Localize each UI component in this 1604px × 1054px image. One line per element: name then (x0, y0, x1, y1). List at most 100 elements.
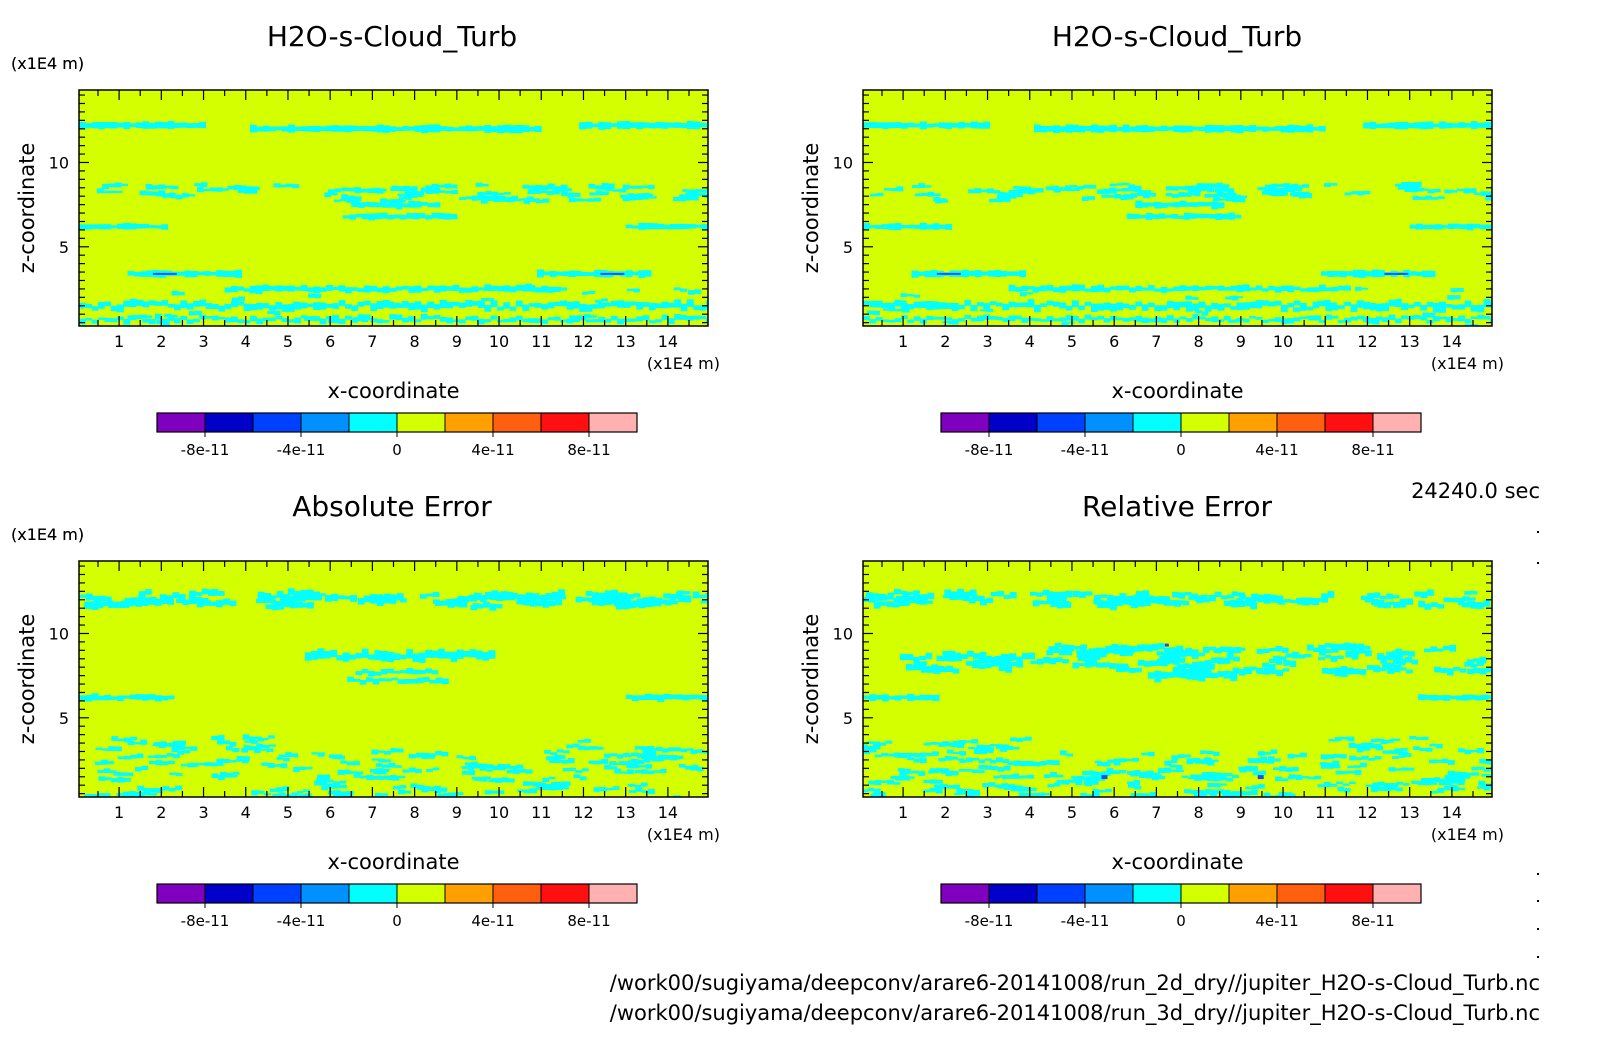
heatmap-field (863, 90, 1492, 326)
x-axis-label: x-coordinate (1111, 850, 1243, 874)
x-tick-label: 5 (1067, 803, 1077, 822)
x-tick-label: 11 (1315, 332, 1335, 351)
x-tick-label: 8 (1194, 803, 1204, 822)
x-tick-label: 5 (283, 332, 293, 351)
colorbar-segment (348, 412, 398, 433)
colorbar-tick-label: -4e-11 (1061, 912, 1110, 930)
y-tick-label: 10 (833, 624, 853, 643)
colorbar-segment (1276, 883, 1326, 904)
panel-title: Relative Error (1082, 490, 1273, 523)
colorbar-segment (940, 412, 990, 433)
colorbar-tick-label: 4e-11 (1255, 441, 1298, 459)
colorbar-tick-label: 8e-11 (567, 441, 610, 459)
colorbar-segment (940, 883, 990, 904)
x-tick-label: 4 (241, 803, 251, 822)
colorbar: -8e-11 -4e-11 0 4e-11 8e-11 (940, 883, 1422, 930)
x-tick-label: 14 (658, 332, 678, 351)
y-tick-label: 5 (59, 238, 69, 257)
x-axis-label: x-coordinate (327, 379, 459, 403)
y-tick-label: 5 (843, 709, 853, 728)
colorbar-segment (1084, 883, 1134, 904)
x-tick-label: 11 (531, 332, 551, 351)
x-tick-label: 6 (1109, 332, 1119, 351)
y-tick-label: 10 (833, 153, 853, 172)
colorbar-tick-label: -4e-11 (277, 912, 326, 930)
colorbar-tick-label: -8e-11 (965, 441, 1014, 459)
colorbar-segment (1372, 883, 1422, 904)
x-tick-label: 12 (573, 803, 593, 822)
x-tick-label: 12 (1357, 803, 1377, 822)
x-tick-label: 8 (410, 803, 420, 822)
time-label: 24240.0 sec (1411, 479, 1540, 503)
y-tick-label: 5 (843, 238, 853, 257)
x-tick-label: 6 (1109, 803, 1119, 822)
x-tick-label: 2 (940, 332, 950, 351)
heatmap-field (79, 561, 708, 797)
heatmap-field (79, 90, 708, 326)
y-tick-label: 10 (49, 624, 69, 643)
x-tick-label: 8 (410, 332, 420, 351)
colorbar-segment (1180, 883, 1230, 904)
x-tick-label: 10 (489, 803, 509, 822)
y-tick-label: 5 (59, 709, 69, 728)
colorbar-segment (988, 412, 1038, 433)
colorbar-tick-label: 8e-11 (1351, 441, 1394, 459)
panel-title: Absolute Error (292, 490, 492, 523)
colorbar-segment (1036, 412, 1086, 433)
panel-title: H2O-s-Cloud_Turb (1052, 20, 1302, 53)
colorbar-tick-label: -8e-11 (181, 912, 230, 930)
x-tick-label: 8 (1194, 332, 1204, 351)
x-tick-label: 1 (114, 332, 124, 351)
x-tick-label: 5 (1067, 332, 1077, 351)
x-tick-label: 14 (658, 803, 678, 822)
panel-2: H2O-s-Cloud_Turb(x1E4 m)1 2 3 4 5 6 7 8 9 10 11 12 1… (11, 20, 1504, 459)
colorbar-segment (1228, 883, 1278, 904)
colorbar-segment (396, 412, 446, 433)
panel-title: H2O-s-Cloud_Turb (267, 20, 517, 53)
x-tick-label: 13 (1400, 332, 1420, 351)
x-tick-label: 14 (1442, 803, 1462, 822)
x-tick-label: 3 (198, 803, 208, 822)
side-dots (1537, 531, 1539, 958)
x-tick-label: 2 (156, 332, 166, 351)
colorbar-tick-label: 4e-11 (1255, 912, 1298, 930)
x-unit-label: (x1E4 m) (647, 354, 720, 373)
colorbar: -8e-11 -4e-11 0 4e-11 8e-11 (156, 412, 638, 459)
y-axis-label: z-coordinate (799, 614, 823, 745)
colorbar-segment (988, 883, 1038, 904)
x-tick-label: 7 (367, 332, 377, 351)
x-tick-label: 9 (452, 332, 462, 351)
y-axis-label: z-coordinate (799, 143, 823, 274)
colorbar-tick-label: -4e-11 (1061, 441, 1110, 459)
y-unit-label: (x1E4 m) (11, 525, 84, 544)
x-unit-label: (x1E4 m) (1431, 354, 1504, 373)
colorbar-tick-label: -4e-11 (277, 441, 326, 459)
colorbar-segment (1036, 883, 1086, 904)
y-axis-label: z-coordinate (15, 614, 39, 745)
colorbar-segment (1276, 412, 1326, 433)
x-tick-label: 2 (156, 803, 166, 822)
colorbar-segment (540, 883, 590, 904)
x-tick-label: 1 (114, 803, 124, 822)
x-tick-label: 7 (1151, 332, 1161, 351)
y-unit-label: (x1E4 m) (11, 54, 84, 73)
colorbar-segment (156, 412, 206, 433)
colorbar-tick-label: 0 (1176, 912, 1186, 930)
colorbar-segment (588, 412, 638, 433)
x-tick-label: 12 (573, 332, 593, 351)
colorbar-segment (588, 883, 638, 904)
x-tick-label: 3 (982, 803, 992, 822)
x-axis-label: x-coordinate (327, 850, 459, 874)
x-tick-label: 12 (1357, 332, 1377, 351)
x-tick-label: 10 (1273, 803, 1293, 822)
y-unit-label: (x1E4 m) (11, 525, 84, 544)
x-tick-label: 9 (1236, 332, 1246, 351)
colorbar-segment (252, 883, 302, 904)
x-axis-label: x-coordinate (1111, 379, 1243, 403)
y-unit-label: (x1E4 m) (11, 54, 84, 73)
colorbar-segment (348, 883, 398, 904)
colorbar-tick-label: -8e-11 (181, 441, 230, 459)
x-tick-label: 7 (367, 803, 377, 822)
colorbar-segment (540, 412, 590, 433)
